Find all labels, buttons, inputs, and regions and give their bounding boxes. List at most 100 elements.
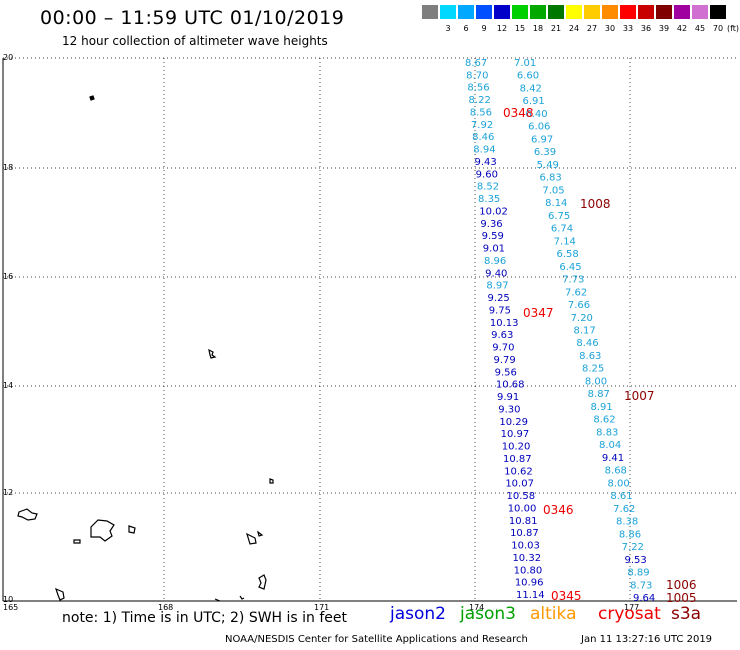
island: [214, 598, 221, 602]
latitude-label: 18: [3, 163, 13, 172]
latitude-label: 14: [3, 381, 13, 390]
scale-label: 45: [694, 24, 706, 33]
swh-value: 8.96: [484, 256, 506, 267]
pass-time-label: 1006: [666, 578, 697, 592]
pass-time-label: 1008: [580, 197, 611, 211]
swh-value: 8.94: [473, 145, 495, 156]
swh-value: 9.36: [480, 219, 502, 230]
latitude-label: 20: [3, 53, 13, 62]
swh-value: 10.32: [512, 553, 541, 564]
scale-swatch: [656, 5, 672, 19]
swh-value: 8.73: [630, 580, 652, 591]
swh-value: 9.91: [497, 392, 519, 403]
swh-value: 7.62: [565, 287, 587, 298]
swh-value: 8.67: [465, 58, 487, 69]
swh-value: 10.00: [508, 503, 537, 514]
swh-value: 9.40: [485, 268, 507, 279]
latitude-label: 12: [3, 488, 13, 497]
swh-value: 8.17: [574, 326, 596, 337]
island: [258, 574, 267, 590]
island: [208, 348, 217, 359]
swh-value: 6.74: [551, 224, 573, 235]
island: [17, 508, 38, 521]
swh-value: 9.01: [483, 244, 505, 255]
scale-label: 27: [586, 24, 598, 33]
swh-value: 10.87: [510, 528, 539, 539]
scale-label: 3: [445, 24, 451, 33]
swh-value: 10.62: [504, 466, 533, 477]
swh-value: 9.59: [482, 231, 504, 242]
coastlines: [17, 95, 274, 602]
latitude-label: 16: [3, 272, 13, 281]
scale-swatch: [620, 5, 636, 19]
scale-label: 9: [481, 24, 487, 33]
jason2-track-left: 8.678.70 8.568.228.56 7.928.46 8.949.439.60…: [465, 58, 545, 601]
scale-swatch: [440, 5, 456, 19]
swh-value: 8.25: [582, 364, 604, 375]
swh-value: 8.46: [576, 338, 598, 349]
scale-label: 18: [532, 24, 544, 33]
swh-value: 8.91: [591, 402, 613, 413]
swh-value: 8.14: [545, 198, 567, 209]
swh-value: 6.06: [528, 122, 550, 133]
swh-value: 6.39: [534, 147, 556, 158]
swh-value: 8.83: [596, 427, 618, 438]
swh-value: 10.02: [479, 206, 508, 217]
scale-swatch: [494, 5, 510, 19]
island: [90, 519, 115, 542]
island: [73, 539, 81, 544]
swh-value: 7.66: [568, 300, 590, 311]
scale-swatch: [512, 5, 528, 19]
pass-time-label: 1007: [624, 389, 655, 403]
swh-value: 8.00: [585, 376, 607, 387]
swh-value: 6.75: [548, 211, 570, 222]
scale-swatch: [692, 5, 708, 19]
swh-value: 9.79: [493, 355, 515, 366]
scale-label: 39: [658, 24, 670, 33]
scale-swatch: [638, 5, 654, 19]
swh-value: 9.63: [491, 330, 513, 341]
swh-value: 10.97: [501, 429, 530, 440]
longitude-label: 174: [469, 603, 484, 612]
island: [55, 587, 65, 601]
swh-value: 8.61: [610, 491, 632, 502]
latitude-label: 10: [3, 595, 13, 604]
pass-time-label: 0348: [503, 106, 534, 120]
scale-label: 15: [514, 24, 526, 33]
scale-unit: (ft): [726, 24, 740, 33]
jason2-track-right: 7.01 6.608.42 6.91 6.40 6.066.97 6.39 5.49 6.83…: [514, 58, 655, 604]
scale-label: 42: [676, 24, 688, 33]
pass-time-label: 1005: [666, 591, 697, 605]
swh-value: 7.20: [571, 313, 593, 324]
swh-value: 8.22: [469, 95, 491, 106]
scale-swatch: [476, 5, 492, 19]
swh-value: 9.60: [476, 169, 498, 180]
satellite-legend-jason2: jason2: [390, 604, 446, 624]
map-title: 00:00 – 11:59 UTC 01/10/2019: [40, 7, 345, 29]
satellite-legend-altika: altika: [530, 604, 577, 624]
pass-time-label: 0345: [551, 589, 582, 603]
swh-value: 10.58: [507, 491, 536, 502]
swh-value: 8.70: [466, 70, 488, 81]
swh-value: 5.49: [537, 160, 559, 171]
longitude-labels: 165 168 171 174 177: [3, 603, 639, 612]
swh-value: 6.60: [517, 71, 539, 82]
swh-value: 9.25: [488, 293, 510, 304]
swh-value: 10.07: [505, 479, 534, 490]
swh-value: 8.52: [477, 182, 499, 193]
swh-value: 8.68: [605, 466, 627, 477]
swh-value: 9.75: [489, 305, 511, 316]
swh-value: 9.53: [625, 555, 647, 566]
latitude-labels: 20 18 16 14 12 10: [3, 53, 13, 604]
pass-time-label: 0346: [543, 503, 574, 517]
swh-value: 10.80: [514, 565, 543, 576]
swh-value: 6.91: [523, 96, 545, 107]
scale-label: 6: [463, 24, 469, 33]
swh-value: 10.03: [511, 541, 540, 552]
swh-value: 8.35: [478, 194, 500, 205]
swh-value: 7.05: [542, 185, 564, 196]
swh-value: 8.04: [599, 440, 621, 451]
scale-swatch: [584, 5, 600, 19]
swh-value: 8.56: [470, 107, 492, 118]
scale-label: 21: [550, 24, 562, 33]
